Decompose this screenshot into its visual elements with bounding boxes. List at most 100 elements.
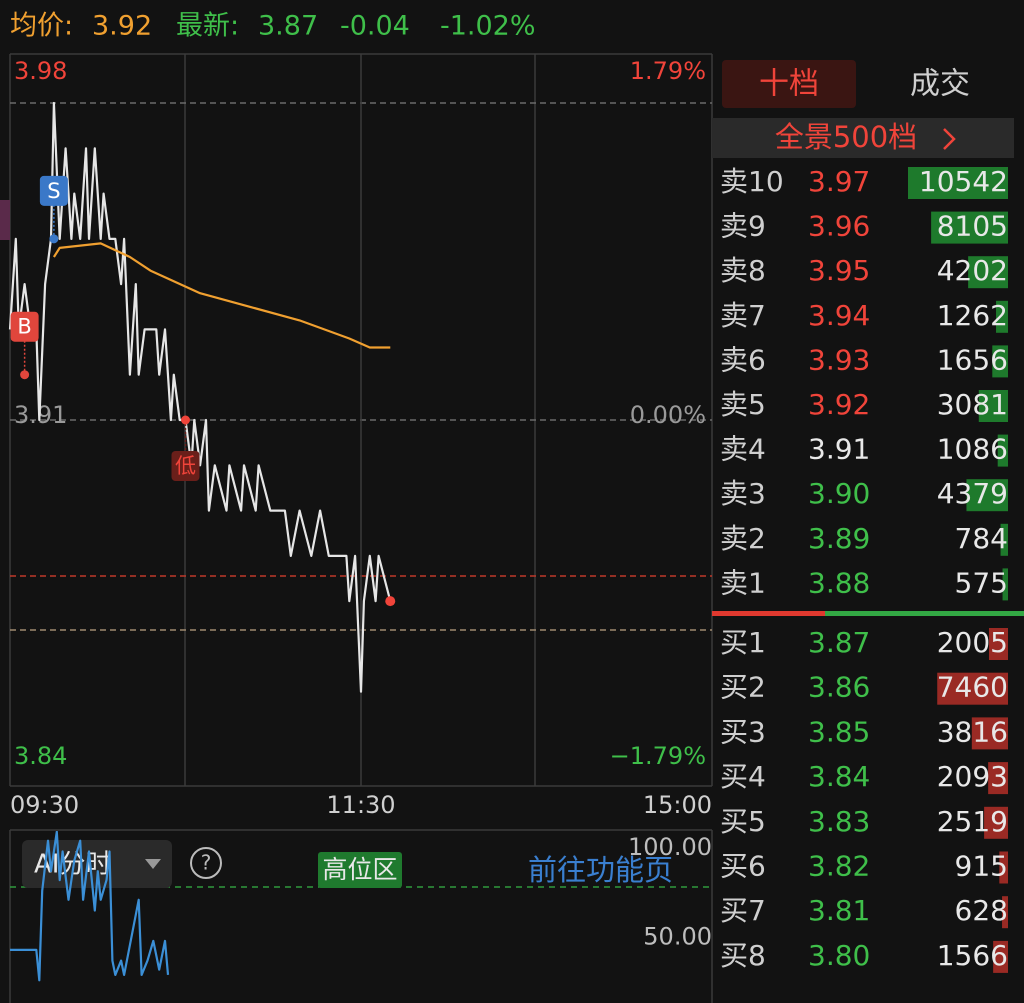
level-label: 卖10 xyxy=(720,165,784,198)
level-price: 3.84 xyxy=(808,760,870,793)
y2-tick-label: 0.00% xyxy=(630,401,706,429)
change-pct: -1.02% xyxy=(440,11,536,42)
price-line xyxy=(52,242,391,349)
level-price: 3.90 xyxy=(808,477,870,510)
level-price: 3.89 xyxy=(808,522,870,555)
level-volume: 4379 xyxy=(937,477,1008,510)
level-volume: 2005 xyxy=(937,626,1008,659)
level-volume: 1656 xyxy=(937,343,1008,376)
volume-bar xyxy=(1002,896,1008,929)
level-label: 卖1 xyxy=(720,566,766,599)
level-price: 3.88 xyxy=(808,566,870,599)
level-label: 买7 xyxy=(720,894,766,927)
volume-bar xyxy=(908,167,1008,199)
level-price: 3.86 xyxy=(808,671,870,704)
y-tick-label: 3.98 xyxy=(14,57,67,85)
volume-bar xyxy=(988,628,1008,660)
level-label: 卖2 xyxy=(720,522,766,555)
x-tick-label: 15:00 xyxy=(643,791,712,819)
volume-bar xyxy=(966,479,1008,512)
y-tick-label: 3.84 xyxy=(14,742,67,770)
level-price: 3.82 xyxy=(808,850,870,883)
avg-label: 均价: xyxy=(10,11,73,42)
level-label: 买5 xyxy=(720,805,766,838)
volume-bar xyxy=(997,434,1008,467)
zone-annotation: 高位区 xyxy=(322,855,397,884)
level-label: 买4 xyxy=(720,760,766,793)
volume-bar xyxy=(978,390,1008,422)
level-price: 3.81 xyxy=(808,894,870,927)
level-volume: 1262 xyxy=(937,299,1008,332)
ratio-green xyxy=(825,611,1024,616)
level-label: 卖3 xyxy=(720,477,766,510)
level-label: 买6 xyxy=(720,850,766,883)
level-label: 卖7 xyxy=(720,299,766,332)
help-icon[interactable] xyxy=(190,847,222,879)
level-volume: 1086 xyxy=(937,433,1008,466)
tab-active-bg[interactable] xyxy=(722,60,856,108)
level-volume: 10542 xyxy=(919,165,1008,198)
level-label: 卖8 xyxy=(720,254,766,287)
ind-tick-label: 50.00 xyxy=(643,922,712,950)
change: -0.04 xyxy=(340,11,410,42)
level-price: 3.94 xyxy=(808,299,870,332)
level-volume: 3081 xyxy=(937,388,1008,421)
level-volume: 915 xyxy=(955,850,1008,883)
volume-bar xyxy=(968,256,1008,289)
help-mark[interactable]: ? xyxy=(201,851,212,875)
level-price: 3.87 xyxy=(808,626,870,659)
marker-dot xyxy=(49,234,59,244)
level-label: 卖4 xyxy=(720,433,766,466)
tab-ten[interactable]: 十档 xyxy=(759,67,819,102)
marker-badge xyxy=(171,451,200,481)
volume-bar xyxy=(996,300,1008,333)
indicator-frame xyxy=(9,829,713,1003)
volume-bar xyxy=(992,345,1008,378)
dropdown-arrow[interactable] xyxy=(145,859,161,869)
marker-badge xyxy=(39,175,68,206)
edge-tab xyxy=(0,200,10,240)
level-volume: 4202 xyxy=(937,254,1008,287)
last-value: 3.87 xyxy=(258,11,318,42)
depth-link[interactable]: 全景500档 xyxy=(775,120,917,154)
volume-bar xyxy=(971,717,1008,750)
level-price: 3.95 xyxy=(808,254,870,287)
level-volume: 3816 xyxy=(937,715,1008,748)
zone-tag xyxy=(318,852,402,888)
volume-bar xyxy=(988,762,1008,795)
last-label: 最新: xyxy=(176,11,239,42)
level-volume: 8105 xyxy=(937,210,1008,243)
level-price: 3.85 xyxy=(808,715,870,748)
level-label: 买3 xyxy=(720,715,766,748)
y2-tick-label: 1.79% xyxy=(630,57,706,85)
indicator-plot xyxy=(10,831,170,982)
function-link[interactable]: 前往功能页 xyxy=(528,853,673,887)
level-price: 3.96 xyxy=(808,210,870,243)
marker-label: S xyxy=(47,179,60,203)
level-volume: 628 xyxy=(955,894,1008,927)
x-tick-label: 09:30 xyxy=(10,791,79,819)
chevron[interactable] xyxy=(943,128,956,150)
level-volume: 2093 xyxy=(937,760,1008,793)
level-volume: 2519 xyxy=(937,805,1008,838)
level-volume: 7460 xyxy=(937,671,1008,704)
depth-bar[interactable] xyxy=(712,118,1014,158)
volume-bar xyxy=(1002,568,1008,601)
level-price: 3.80 xyxy=(808,939,870,972)
level-label: 买1 xyxy=(720,626,766,659)
tab-trades[interactable]: 成交 xyxy=(910,67,970,102)
marker-label: 低 xyxy=(175,454,196,478)
level-label: 买8 xyxy=(720,939,766,972)
marker-badge xyxy=(10,311,39,342)
level-label: 卖9 xyxy=(720,210,766,243)
level-volume: 784 xyxy=(955,522,1008,555)
avg-value: 3.92 xyxy=(92,11,152,42)
level-label: 买2 xyxy=(720,671,766,704)
y2-tick-label: −1.79% xyxy=(610,742,706,770)
level-price: 3.83 xyxy=(808,805,870,838)
price-line xyxy=(10,831,170,982)
volume-bar xyxy=(999,851,1008,884)
level-price: 3.92 xyxy=(808,388,870,421)
marker-dot xyxy=(20,370,30,380)
